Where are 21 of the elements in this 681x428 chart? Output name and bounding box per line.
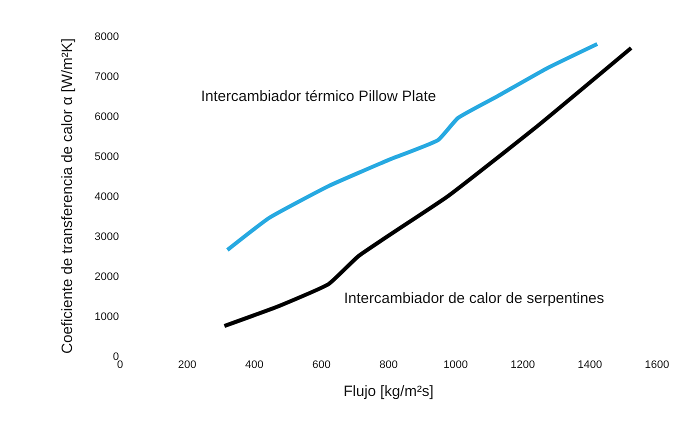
y-tick-label: 7000 xyxy=(94,70,119,83)
y-tick-label: 2000 xyxy=(94,270,119,283)
x-tick-label: 600 xyxy=(312,359,331,371)
series-label: Intercambiador térmico Pillow Plate xyxy=(201,88,436,105)
x-tick-label: 1400 xyxy=(578,359,602,371)
y-tick-label: 6000 xyxy=(94,110,119,123)
y-tick-label: 8000 xyxy=(94,30,119,43)
y-tick-label: 3000 xyxy=(94,230,119,243)
x-tick-label: 1000 xyxy=(443,359,468,371)
x-tick-label: 400 xyxy=(245,359,264,371)
y-tick-label: 4000 xyxy=(94,190,119,203)
x-tick-label: 1600 xyxy=(644,359,670,371)
y-tick-label: 1000 xyxy=(94,310,119,323)
y-axis-title: Coeficiente de transferencia de calor α [W/m²K] xyxy=(58,38,76,354)
x-tick-label: 200 xyxy=(178,359,196,371)
y-tick-label: 0 xyxy=(112,350,119,363)
series-label: Intercambiador de calor de serpentines xyxy=(344,290,604,307)
x-tick-label: 800 xyxy=(379,359,398,371)
y-tick-label: 5000 xyxy=(94,150,119,163)
x-axis-title: Flujo [kg/m²s] xyxy=(343,383,434,400)
x-tick-label: 1200 xyxy=(510,359,535,371)
